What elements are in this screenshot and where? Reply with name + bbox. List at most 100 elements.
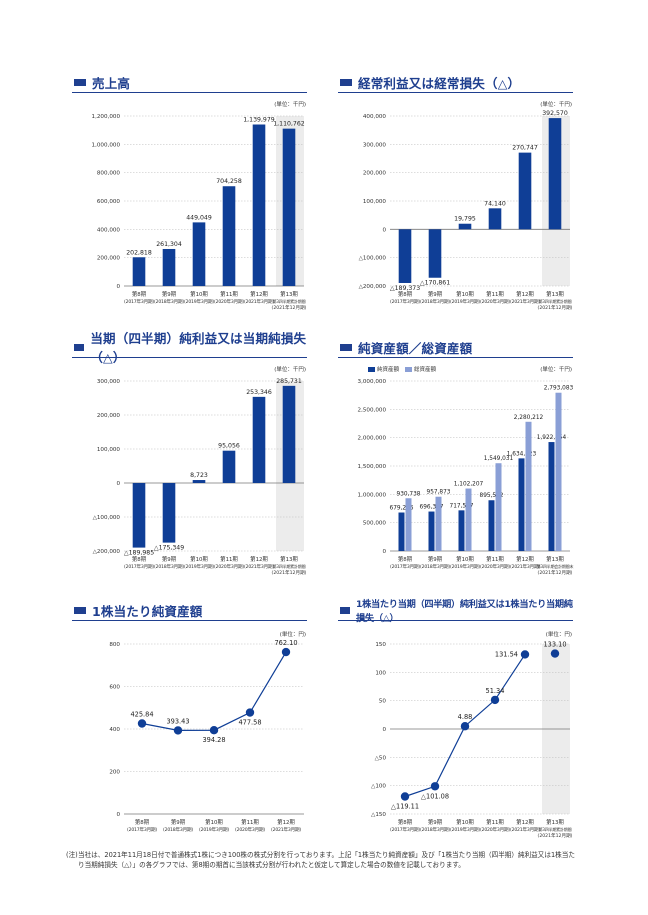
x-tick-sublabel: (2021年3月期) xyxy=(510,826,540,833)
bar xyxy=(132,257,146,286)
x-tick-label: 第10期 xyxy=(456,555,474,563)
chart-title: 1株当たり当期（四半期）純利益又は1株当たり当期純損失（△） xyxy=(356,599,573,624)
data-point xyxy=(520,650,530,659)
data-label: 1,110,762 xyxy=(273,121,305,128)
x-tick-sublabel: 第3四半期累計期間 xyxy=(273,563,306,569)
x-tick-sublabel: (2017年3月期) xyxy=(390,298,420,305)
x-tick-label: 第8期 xyxy=(398,290,412,298)
x-tick-sublabel: (2017年3月期) xyxy=(124,563,154,570)
x-tick-label: 第10期 xyxy=(190,555,208,563)
data-point xyxy=(281,647,291,657)
panel-bps: 1株当たり純資産額 (単位：円) 0 200 400 600 800 第8期 (2017年3… xyxy=(72,600,312,845)
legend-item-net-assets: 純資産額 xyxy=(368,365,399,373)
footnote-label: (注) xyxy=(66,851,78,859)
x-tick-sublabel: (2018年3月期) xyxy=(420,826,450,833)
data-label: 253,346 xyxy=(246,389,272,396)
x-tick-label: 第12期 xyxy=(250,290,268,298)
x-tick-sublabel: (2021年12月期) xyxy=(272,569,307,576)
x-tick-label: 第12期 xyxy=(250,555,268,563)
y-tick-label: 400 xyxy=(109,727,120,733)
data-point xyxy=(209,726,219,735)
bar-total-assets xyxy=(465,488,472,551)
legend: 純資産額 総資産額 xyxy=(368,365,436,373)
data-label: 394.28 xyxy=(202,736,225,744)
bar xyxy=(548,118,562,230)
footnote-text: 当社は、2021年11月18日付で普通株式1株につき100株の株式分割を行ってお… xyxy=(78,851,575,869)
bar-total-assets xyxy=(405,498,412,551)
bar-total-assets xyxy=(495,463,502,551)
x-tick-sublabel: 第3四半期会計期間末 xyxy=(537,563,574,569)
data-point xyxy=(460,722,470,731)
data-label: △189,373 xyxy=(390,285,420,292)
x-tick-sublabel: (2019年3月期) xyxy=(184,298,214,305)
data-label: 1,549,031 xyxy=(484,456,514,462)
panel-title: 売上高 xyxy=(72,72,307,93)
y-tick-label: 300,000 xyxy=(363,142,387,148)
bar xyxy=(282,385,296,483)
unit-label: (単位：千円) xyxy=(274,367,306,373)
y-tick-label: 600 xyxy=(109,685,120,691)
x-tick-label: 第10期 xyxy=(456,818,474,826)
bar xyxy=(488,208,502,230)
data-label: 131.54 xyxy=(495,650,518,658)
bar xyxy=(192,480,206,483)
y-tick-label: 1,000,000 xyxy=(92,142,121,148)
data-label: 261,304 xyxy=(156,241,182,248)
bar xyxy=(252,396,266,483)
bar-net-assets xyxy=(548,442,555,551)
y-tick-label: 2,000,000 xyxy=(358,436,387,442)
x-tick-sublabel: (2021年12月期) xyxy=(272,304,307,311)
y-tick-label: 200,000 xyxy=(97,413,121,419)
x-tick-label: 第11期 xyxy=(241,818,259,826)
title-marker xyxy=(74,606,86,614)
x-tick-sublabel: (2019年3月期) xyxy=(450,563,480,570)
data-point xyxy=(550,649,560,658)
data-label: 393.43 xyxy=(166,717,189,725)
panel-net-income: 当期（四半期）純利益又は当期純損失（△） (単位：千円) △200,000 △10… xyxy=(72,331,312,587)
y-tick-label: △50 xyxy=(375,755,387,761)
bar xyxy=(518,152,532,230)
y-tick-label: 0 xyxy=(116,812,120,818)
y-tick-label: 0 xyxy=(382,549,386,555)
bar-net-assets xyxy=(518,458,525,551)
x-tick-label: 第8期 xyxy=(132,555,146,563)
chart-title: 売上高 xyxy=(92,75,131,91)
chart-title: 純資産額／総資産額 xyxy=(358,340,473,356)
bar-net-assets xyxy=(398,512,405,551)
footnote: (注) 当社は、2021年11月18日付で普通株式1株につき100株の株式分割を… xyxy=(66,850,578,870)
bar xyxy=(222,186,236,286)
y-tick-label: 100 xyxy=(375,670,386,676)
data-label: △189,985 xyxy=(124,550,154,557)
y-tick-label: 0 xyxy=(116,284,120,290)
panel-title: 純資産額／総資産額 xyxy=(338,337,573,358)
x-tick-sublabel: (2018年3月期) xyxy=(154,563,184,570)
data-label: 1,634,723 xyxy=(507,451,537,457)
data-label: 1,102,207 xyxy=(454,482,484,488)
bar-total-assets xyxy=(435,496,442,551)
x-tick-label: 第11期 xyxy=(486,555,504,563)
x-tick-label: 第9期 xyxy=(162,290,176,298)
data-label: △175,349 xyxy=(154,545,184,552)
x-tick-label: 第12期 xyxy=(516,818,534,826)
bps-chart: 0 200 400 600 800 第8期(2017年3月期) 第9期(2018年3月期) 第… xyxy=(109,639,304,833)
x-tick-sublabel: (2021年3月期) xyxy=(271,826,301,833)
y-tick-label: 400,000 xyxy=(363,114,387,120)
x-tick-sublabel: (2018年3月期) xyxy=(163,826,193,833)
x-tick-label: 第13期 xyxy=(280,290,298,298)
x-tick-sublabel: (2018年3月期) xyxy=(154,298,184,305)
y-tick-label: 1,200,000 xyxy=(92,114,121,120)
y-tick-label: △100,000 xyxy=(359,256,387,262)
x-tick-label: 第13期 xyxy=(280,555,298,563)
data-label: 133.10 xyxy=(543,641,566,649)
data-point xyxy=(245,708,255,717)
unit-label: (単位：千円) xyxy=(540,367,572,373)
data-label: 1,139,979 xyxy=(243,117,275,124)
y-tick-label: 200,000 xyxy=(97,256,121,262)
y-tick-label: 50 xyxy=(379,699,387,705)
bar xyxy=(192,222,206,286)
data-label: 449,049 xyxy=(186,214,212,221)
x-tick-sublabel: (2017年3月期) xyxy=(127,826,157,833)
x-tick-sublabel: (2020年3月期) xyxy=(214,298,244,305)
unit-label: (単位：円) xyxy=(279,632,306,638)
data-label: 51.34 xyxy=(486,687,505,695)
